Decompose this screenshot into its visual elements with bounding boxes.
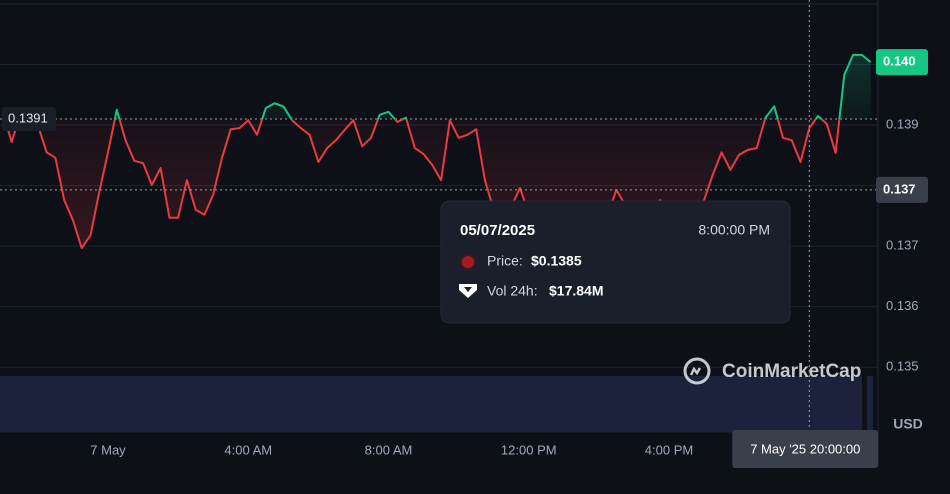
- volume-area: [867, 376, 873, 432]
- price-dot: [460, 254, 476, 270]
- watermark-text: CoinMarketCap: [722, 361, 861, 382]
- price-line: [1, 53, 872, 249]
- volume-icon: [464, 287, 472, 292]
- watermark: CoinMarketCap: [683, 357, 861, 385]
- x-tick-label: 12:00 PM: [501, 442, 557, 457]
- tooltip-price: $0.1385: [531, 253, 582, 269]
- last-price-badge: [876, 49, 928, 76]
- tooltip: 05/07/2025 8:00:00 PM Price: $0.1385 Vol…: [440, 200, 791, 324]
- watermark-logo: [689, 366, 702, 376]
- last-price-label: 0.140: [883, 54, 916, 69]
- crosshair-y-badge: [876, 176, 928, 203]
- tooltip-price-label: Price:: [487, 253, 523, 269]
- y-tick-label: 0.136: [886, 298, 919, 313]
- y-tick-label: 0.137: [886, 238, 919, 253]
- tooltip-date: 05/07/2025: [460, 222, 535, 239]
- tooltip-volume: $17.84M: [549, 283, 603, 299]
- baseline-label: 0.1391: [8, 110, 48, 125]
- y-tick-label: 0.135: [886, 359, 919, 374]
- tooltip-box: [440, 200, 791, 324]
- baseline-label-box: [2, 107, 56, 132]
- y-unit: USD: [893, 416, 923, 432]
- area: [2, 54, 871, 249]
- y-tick-label: 0.139: [886, 117, 919, 132]
- tooltip-time: 8:00:00 PM: [698, 222, 770, 238]
- x-tick-label: 4:00 AM: [224, 442, 272, 457]
- crosshair-x-label: 7 May '25 20:00:00: [750, 441, 860, 456]
- x-tick-label: 4:00 PM: [645, 442, 693, 457]
- watermark-logo: [683, 357, 711, 385]
- tooltip-volume-label: Vol 24h:: [487, 283, 538, 299]
- volume-area: [0, 376, 862, 432]
- x-tick-label: 7 May: [90, 442, 126, 457]
- crosshair-y-label: 0.137: [883, 181, 916, 196]
- crosshair-x-badge: [732, 430, 879, 468]
- x-tick-label: 8:00 AM: [365, 442, 413, 457]
